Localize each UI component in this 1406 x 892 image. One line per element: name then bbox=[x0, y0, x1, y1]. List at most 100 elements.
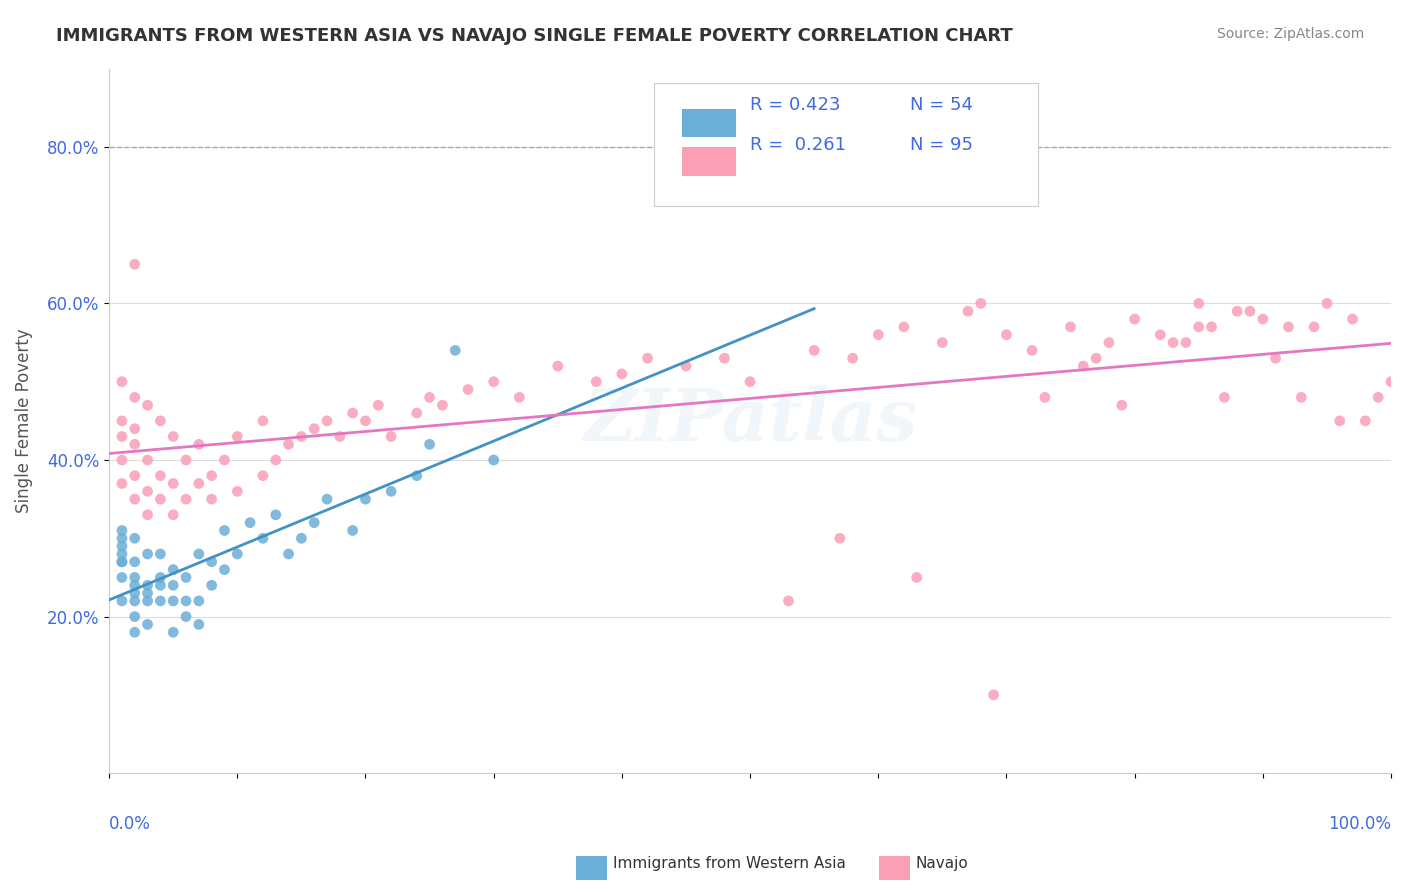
Text: ZIPatlas: ZIPatlas bbox=[583, 385, 917, 457]
Text: Navajo: Navajo bbox=[915, 856, 969, 871]
Point bbox=[174, 453, 197, 467]
Point bbox=[405, 468, 427, 483]
Point bbox=[201, 555, 224, 569]
Point bbox=[1251, 312, 1274, 326]
Point bbox=[124, 555, 146, 569]
Point bbox=[201, 468, 224, 483]
Point bbox=[187, 437, 209, 451]
Point bbox=[111, 547, 134, 561]
Point bbox=[149, 414, 172, 428]
Text: R =  0.261: R = 0.261 bbox=[749, 136, 846, 153]
Point bbox=[124, 594, 146, 608]
Point bbox=[162, 429, 184, 443]
Point bbox=[290, 531, 312, 545]
Point bbox=[302, 422, 325, 436]
Point bbox=[124, 570, 146, 584]
Point bbox=[419, 437, 441, 451]
Point bbox=[124, 468, 146, 483]
Point bbox=[149, 570, 172, 584]
Text: R = 0.423: R = 0.423 bbox=[749, 96, 841, 114]
Point bbox=[778, 594, 800, 608]
Point bbox=[124, 578, 146, 592]
Point bbox=[1341, 312, 1364, 326]
Point bbox=[111, 414, 134, 428]
Point bbox=[1291, 390, 1313, 404]
Point bbox=[1188, 296, 1211, 310]
Point bbox=[970, 296, 993, 310]
Point bbox=[302, 516, 325, 530]
Point bbox=[893, 319, 915, 334]
Point bbox=[457, 383, 479, 397]
Point bbox=[1379, 375, 1402, 389]
Point bbox=[1303, 319, 1326, 334]
Point bbox=[124, 422, 146, 436]
Point bbox=[226, 429, 249, 443]
Point bbox=[187, 617, 209, 632]
Point bbox=[1123, 312, 1146, 326]
Point bbox=[342, 524, 364, 538]
Point bbox=[162, 563, 184, 577]
Point bbox=[149, 594, 172, 608]
Point bbox=[956, 304, 979, 318]
Point bbox=[111, 453, 134, 467]
Point bbox=[841, 351, 863, 366]
Point bbox=[136, 617, 159, 632]
Point bbox=[354, 492, 377, 507]
Point bbox=[675, 359, 697, 373]
Point bbox=[252, 414, 274, 428]
Point bbox=[419, 390, 441, 404]
Point bbox=[111, 570, 134, 584]
FancyBboxPatch shape bbox=[682, 147, 735, 176]
Point bbox=[508, 390, 530, 404]
Point bbox=[111, 524, 134, 538]
Point bbox=[803, 343, 825, 358]
Point bbox=[136, 586, 159, 600]
Point bbox=[547, 359, 569, 373]
Point bbox=[1213, 390, 1236, 404]
Point bbox=[316, 492, 339, 507]
Point bbox=[1033, 390, 1056, 404]
Point bbox=[187, 476, 209, 491]
Point bbox=[174, 570, 197, 584]
Point bbox=[713, 351, 735, 366]
Point bbox=[444, 343, 467, 358]
Point bbox=[264, 508, 287, 522]
Point bbox=[1059, 319, 1081, 334]
Point bbox=[136, 578, 159, 592]
Point bbox=[1354, 414, 1376, 428]
Point bbox=[201, 492, 224, 507]
Point bbox=[226, 484, 249, 499]
Point bbox=[136, 484, 159, 499]
Point bbox=[252, 531, 274, 545]
Point bbox=[1161, 335, 1184, 350]
Point bbox=[931, 335, 953, 350]
Point bbox=[482, 453, 505, 467]
Point bbox=[585, 375, 607, 389]
Point bbox=[354, 414, 377, 428]
Point bbox=[162, 508, 184, 522]
Point bbox=[162, 578, 184, 592]
Point bbox=[239, 516, 262, 530]
Point bbox=[111, 429, 134, 443]
Point bbox=[868, 327, 890, 342]
Point bbox=[264, 453, 287, 467]
Point bbox=[111, 539, 134, 553]
Point bbox=[136, 398, 159, 412]
Point bbox=[124, 492, 146, 507]
Point bbox=[1021, 343, 1043, 358]
Point bbox=[1149, 327, 1171, 342]
Point bbox=[111, 555, 134, 569]
Point bbox=[828, 531, 851, 545]
Point bbox=[1098, 335, 1121, 350]
Point bbox=[983, 688, 1005, 702]
Point bbox=[1367, 390, 1389, 404]
Point bbox=[136, 453, 159, 467]
Point bbox=[316, 414, 339, 428]
Point bbox=[136, 594, 159, 608]
Point bbox=[201, 578, 224, 592]
Point bbox=[226, 547, 249, 561]
Point bbox=[380, 429, 402, 443]
Point bbox=[124, 390, 146, 404]
Point bbox=[252, 468, 274, 483]
Text: 0.0%: 0.0% bbox=[110, 815, 150, 833]
